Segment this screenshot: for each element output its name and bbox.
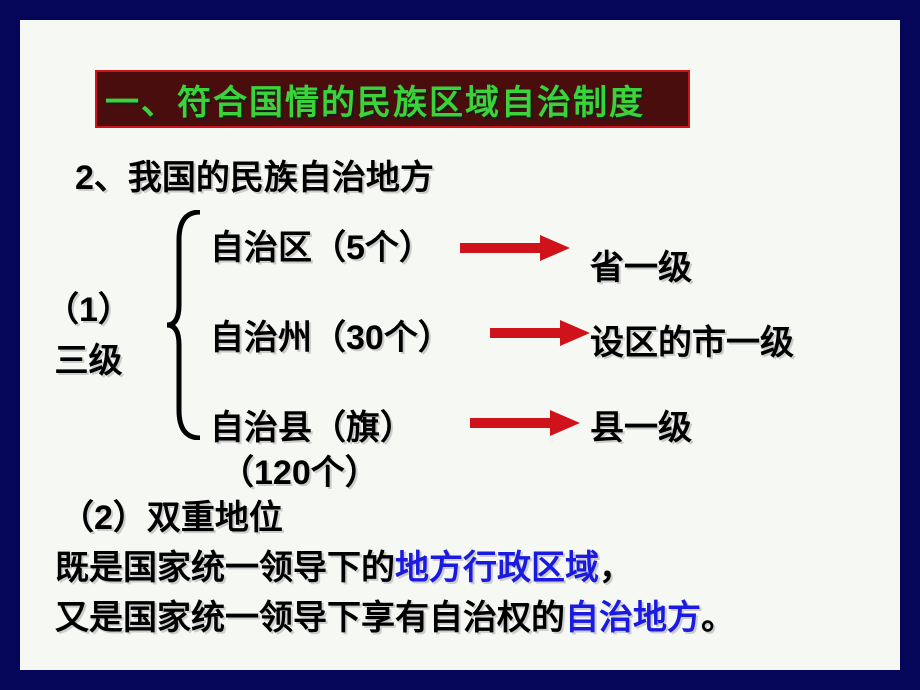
- list-item-right: 设区的市一级: [590, 315, 794, 364]
- title-box: 一、符合国情的民族区域自治制度: [95, 70, 690, 128]
- slide-title: 一、符合国情的民族区域自治制度: [105, 75, 645, 124]
- level-label-text: 三级: [54, 342, 122, 380]
- arrow-icon: [460, 235, 570, 261]
- seg: 既是国家统一领导下的: [55, 549, 395, 587]
- level-label-num: （1）: [45, 291, 132, 329]
- arrow-icon: [490, 320, 590, 346]
- list-item: 自治州（30个）: [210, 310, 452, 359]
- body-line: 又是国家统一领导下享有自治权的自治地方。: [55, 590, 735, 639]
- seg-highlight: 地方行政区域: [395, 549, 599, 587]
- list-item-right: 县一级: [590, 400, 692, 449]
- row-left-sub: （120个）: [220, 454, 379, 492]
- seg: 又是国家统一领导下享有自治权的: [55, 599, 565, 637]
- row-right: 省一级: [590, 249, 692, 287]
- row-left: 自治县（旗）: [210, 409, 414, 447]
- seg: 。: [701, 599, 735, 637]
- body-line: 既是国家统一领导下的地方行政区域，: [55, 540, 633, 589]
- slide-canvas: 一、符合国情的民族区域自治制度 2、我国的民族自治地方 （1） 三级 自治区（5…: [18, 18, 902, 672]
- list-item: 自治区（5个）: [210, 220, 433, 269]
- seg: ，: [599, 549, 633, 587]
- heading-3: （2）双重地位: [60, 490, 283, 539]
- list-item: 自治县（旗）: [210, 400, 414, 449]
- row-right: 设区的市一级: [590, 324, 794, 362]
- brace-icon: [165, 210, 205, 440]
- row-left: 自治州（30个）: [210, 319, 452, 357]
- row-left: 自治区（5个）: [210, 229, 433, 267]
- heading-2: 2、我国的民族自治地方: [75, 150, 434, 199]
- arrow-icon: [470, 410, 580, 436]
- row-right: 县一级: [590, 409, 692, 447]
- level-label: （1） 三级: [45, 285, 132, 387]
- seg-highlight: 自治地方: [565, 599, 701, 637]
- list-item-sub: （120个）: [220, 445, 379, 494]
- list-item-right: 省一级: [590, 240, 692, 289]
